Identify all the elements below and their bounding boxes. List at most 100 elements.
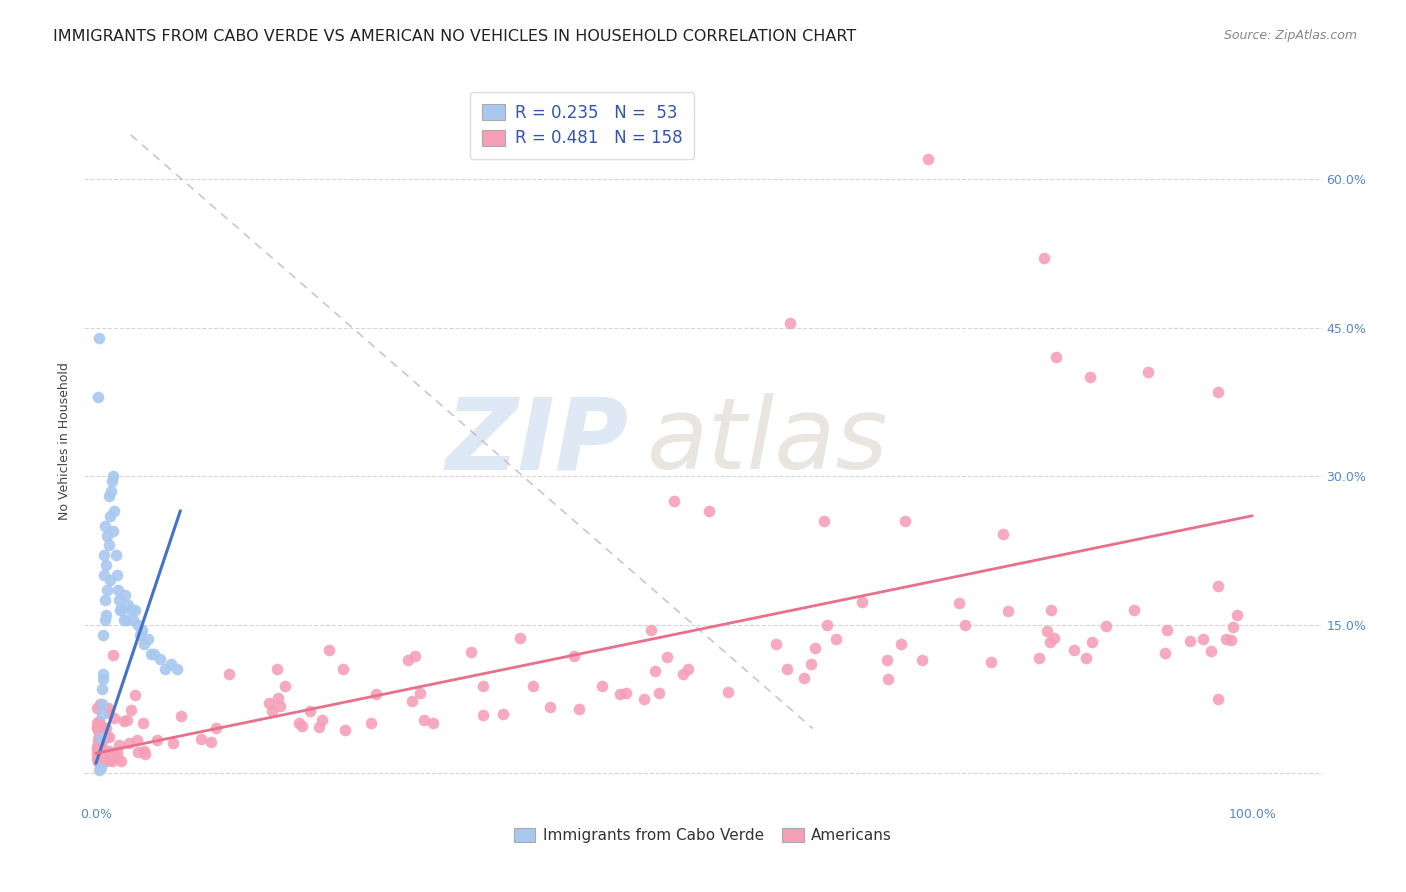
Point xyxy=(86,701,108,715)
Point xyxy=(115,613,138,627)
Point xyxy=(648,686,671,700)
Point xyxy=(86,742,108,756)
Point xyxy=(538,700,561,714)
Point xyxy=(364,687,387,701)
Point xyxy=(93,549,115,563)
Point xyxy=(800,657,823,672)
Point xyxy=(672,667,695,681)
Point xyxy=(1033,252,1056,266)
Point xyxy=(1122,603,1144,617)
Point xyxy=(793,671,815,685)
Point xyxy=(86,715,108,730)
Point xyxy=(124,603,146,617)
Point xyxy=(91,667,114,681)
Point xyxy=(91,743,114,757)
Point xyxy=(134,744,156,758)
Point xyxy=(120,603,142,617)
Point xyxy=(890,637,912,651)
Point xyxy=(804,641,827,656)
Point xyxy=(291,719,314,733)
Point xyxy=(676,661,699,675)
Point xyxy=(471,708,494,723)
Point xyxy=(86,752,108,766)
Point xyxy=(1040,603,1063,617)
Point xyxy=(98,508,121,523)
Point xyxy=(591,679,613,693)
Point xyxy=(94,518,117,533)
Point xyxy=(87,390,110,404)
Point xyxy=(997,604,1019,618)
Point xyxy=(87,723,110,738)
Point xyxy=(98,573,121,587)
Point xyxy=(87,725,110,739)
Point xyxy=(97,753,120,767)
Point xyxy=(101,474,124,488)
Point xyxy=(89,714,111,728)
Point xyxy=(200,734,222,748)
Point xyxy=(103,524,125,538)
Point xyxy=(127,617,149,632)
Point xyxy=(89,763,111,777)
Point xyxy=(1063,643,1085,657)
Point xyxy=(166,662,188,676)
Point xyxy=(103,711,125,725)
Point xyxy=(396,653,419,667)
Point xyxy=(96,607,118,622)
Point xyxy=(96,754,118,768)
Point xyxy=(134,747,156,761)
Point xyxy=(1036,624,1059,639)
Point xyxy=(522,679,544,693)
Point xyxy=(1154,647,1177,661)
Point xyxy=(87,756,110,770)
Point xyxy=(122,613,145,627)
Point xyxy=(141,648,163,662)
Point xyxy=(87,747,110,762)
Point xyxy=(299,705,322,719)
Point xyxy=(155,662,177,676)
Legend: Immigrants from Cabo Verde, Americans: Immigrants from Cabo Verde, Americans xyxy=(508,822,898,849)
Point xyxy=(1156,623,1178,637)
Point xyxy=(1215,632,1237,646)
Point xyxy=(101,648,124,662)
Point xyxy=(110,603,132,617)
Point xyxy=(96,748,118,763)
Point xyxy=(97,752,120,766)
Point xyxy=(93,568,115,582)
Point xyxy=(911,653,934,667)
Point xyxy=(105,750,128,764)
Point xyxy=(128,627,150,641)
Point xyxy=(1192,632,1215,646)
Point xyxy=(765,638,787,652)
Point xyxy=(100,747,122,762)
Point xyxy=(117,598,139,612)
Point xyxy=(633,692,655,706)
Text: atlas: atlas xyxy=(647,393,889,490)
Point xyxy=(697,504,720,518)
Point xyxy=(127,732,149,747)
Point xyxy=(1206,579,1229,593)
Point xyxy=(190,731,212,746)
Point xyxy=(169,709,191,723)
Point xyxy=(127,745,149,759)
Point xyxy=(1081,635,1104,649)
Point xyxy=(267,691,290,706)
Point xyxy=(1220,633,1243,648)
Point xyxy=(509,631,531,645)
Point xyxy=(104,549,127,563)
Point xyxy=(93,745,115,759)
Point xyxy=(87,754,110,768)
Point xyxy=(311,714,333,728)
Point xyxy=(779,316,801,330)
Point xyxy=(96,558,118,573)
Point xyxy=(89,697,111,711)
Point xyxy=(218,666,240,681)
Point xyxy=(205,721,228,735)
Point xyxy=(97,731,120,745)
Point xyxy=(274,679,297,693)
Point xyxy=(118,736,141,750)
Text: IMMIGRANTS FROM CABO VERDE VS AMERICAN NO VEHICLES IN HOUSEHOLD CORRELATION CHAR: IMMIGRANTS FROM CABO VERDE VS AMERICAN N… xyxy=(53,29,856,44)
Point xyxy=(1074,651,1097,665)
Point xyxy=(148,652,170,666)
Point xyxy=(86,747,108,761)
Point xyxy=(655,649,678,664)
